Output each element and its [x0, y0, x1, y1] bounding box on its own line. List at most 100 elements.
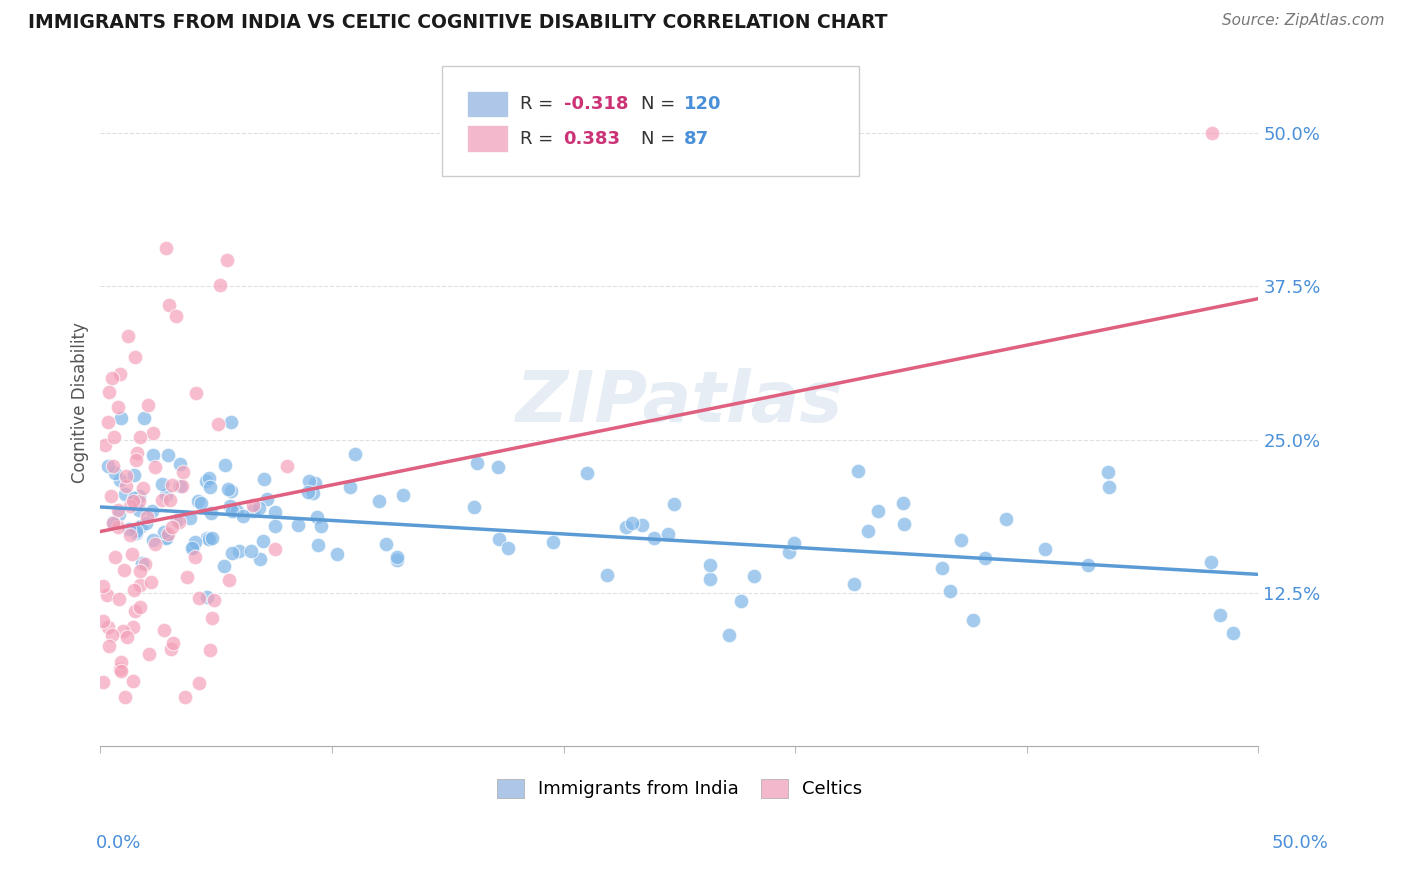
Point	[198, 471, 221, 485]
Point	[1201, 126, 1223, 140]
Text: R =: R =	[520, 95, 558, 113]
FancyBboxPatch shape	[441, 67, 859, 177]
Point	[221, 504, 243, 518]
Point	[107, 503, 129, 517]
Point	[263, 505, 285, 519]
Point	[1076, 558, 1098, 573]
Point	[699, 558, 721, 572]
Point	[226, 504, 249, 518]
Point	[138, 647, 160, 661]
Point	[949, 533, 972, 547]
Point	[201, 531, 224, 545]
Point	[108, 662, 131, 676]
Point	[160, 520, 183, 534]
Point	[643, 531, 665, 545]
Point	[184, 386, 207, 401]
Point	[1201, 555, 1223, 569]
Point	[198, 532, 221, 546]
Point	[132, 482, 155, 496]
Point	[253, 472, 276, 486]
Point	[179, 510, 201, 524]
Point	[97, 620, 120, 634]
Point	[142, 448, 165, 462]
Point	[1208, 608, 1230, 623]
Point	[128, 577, 150, 591]
Point	[108, 591, 131, 606]
Bar	[467, 91, 508, 117]
Point	[121, 547, 143, 561]
Point	[91, 615, 114, 629]
Point	[117, 329, 139, 343]
Point	[110, 473, 132, 487]
Point	[368, 494, 391, 508]
Point	[98, 640, 121, 654]
Point	[101, 458, 124, 473]
Point	[868, 504, 890, 518]
Text: IMMIGRANTS FROM INDIA VS CELTIC COGNITIVE DISABILITY CORRELATION CHART: IMMIGRANTS FROM INDIA VS CELTIC COGNITIV…	[28, 13, 887, 32]
Text: Source: ZipAtlas.com: Source: ZipAtlas.com	[1222, 13, 1385, 29]
Point	[127, 445, 149, 459]
Text: -0.318: -0.318	[564, 95, 628, 113]
Point	[298, 474, 321, 488]
Point	[221, 484, 243, 499]
Point	[128, 489, 150, 503]
Point	[169, 458, 191, 472]
Point	[778, 545, 800, 559]
Point	[662, 497, 685, 511]
Point	[311, 519, 333, 533]
Point	[122, 467, 145, 482]
Point	[124, 603, 146, 617]
Point	[184, 550, 207, 565]
Point	[631, 517, 654, 532]
Point	[742, 569, 765, 583]
Point	[214, 458, 236, 472]
Point	[496, 541, 519, 555]
Point	[170, 479, 193, 493]
Point	[156, 530, 179, 544]
Point	[392, 488, 415, 502]
Point	[125, 526, 148, 541]
Point	[264, 542, 287, 557]
Point	[184, 534, 207, 549]
Point	[114, 469, 136, 483]
Point	[188, 676, 211, 690]
Point	[165, 309, 187, 323]
Point	[107, 520, 129, 534]
Point	[101, 371, 124, 385]
Point	[139, 575, 162, 590]
Point	[132, 411, 155, 425]
Point	[128, 502, 150, 516]
Point	[488, 533, 510, 547]
Point	[156, 448, 179, 462]
Point	[159, 492, 181, 507]
Point	[195, 474, 218, 488]
Point	[209, 278, 232, 293]
Point	[136, 509, 159, 524]
Point	[114, 479, 136, 493]
Point	[1097, 465, 1119, 479]
Point	[172, 465, 194, 479]
Point	[97, 458, 120, 473]
Point	[125, 453, 148, 467]
Point	[136, 398, 159, 412]
Text: ZIPatlas: ZIPatlas	[516, 368, 844, 437]
Point	[228, 543, 250, 558]
Point	[134, 557, 156, 571]
Text: N =: N =	[641, 95, 681, 113]
Point	[249, 552, 271, 566]
Point	[107, 401, 129, 415]
Point	[305, 509, 328, 524]
Point	[287, 518, 309, 533]
Point	[219, 415, 242, 429]
Point	[242, 504, 264, 518]
Point	[180, 541, 202, 555]
Point	[242, 498, 264, 512]
Point	[343, 447, 366, 461]
Point	[129, 600, 152, 615]
Point	[717, 627, 740, 641]
Point	[974, 550, 997, 565]
Point	[1098, 480, 1121, 494]
Point	[162, 477, 184, 491]
Point	[112, 624, 135, 639]
Point	[91, 579, 114, 593]
